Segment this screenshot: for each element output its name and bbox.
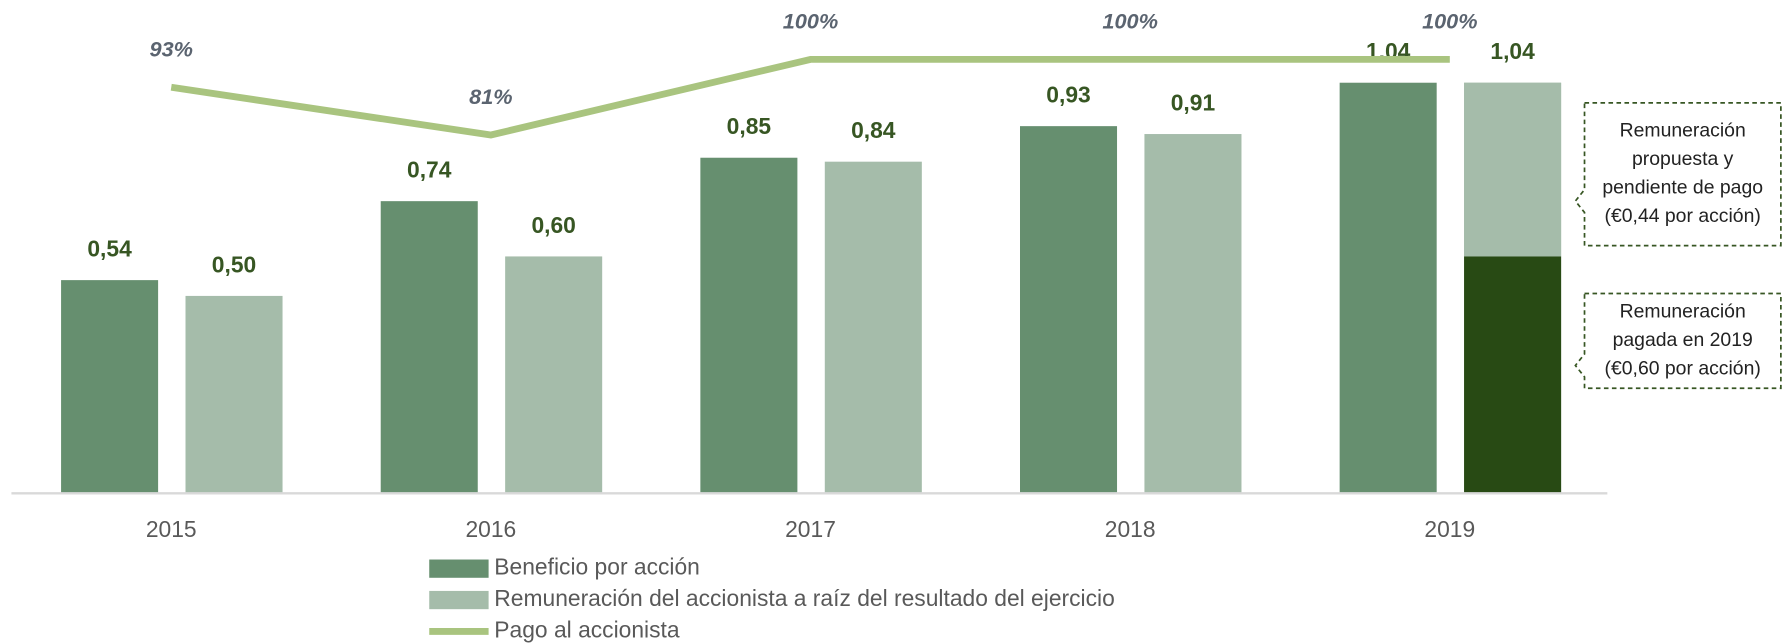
percent-label: 93% [150, 36, 193, 61]
annotation-text: Remuneración [1620, 120, 1746, 142]
bar [505, 256, 603, 494]
value-label: 0,50 [212, 251, 256, 277]
annotation-text: pendiente de pago [1602, 177, 1763, 199]
bar [1020, 126, 1118, 494]
annotation-text: propuesta y [1632, 148, 1734, 170]
bar [61, 280, 159, 494]
bar [824, 161, 922, 494]
stack-segment [1464, 82, 1562, 257]
value-label: 1,04 [1490, 38, 1535, 64]
value-label: 0,54 [87, 235, 132, 261]
percent-label: 100% [1102, 9, 1157, 34]
bar [1144, 134, 1242, 494]
legend-label: Pago al accionista [494, 616, 680, 642]
x-tick-label: 2016 [465, 516, 516, 542]
value-label: 0,74 [407, 157, 452, 183]
x-tick-label: 2018 [1105, 516, 1156, 542]
line [170, 55, 1450, 139]
x-tick-label: 2015 [146, 516, 197, 542]
bar [700, 157, 798, 494]
bar [1339, 82, 1437, 494]
annotation-text: (€0,44 por acción) [1605, 205, 1761, 227]
x-tick-label: 2017 [785, 516, 836, 542]
legend-label: Beneficio por acción [494, 554, 700, 580]
legend-swatch [429, 590, 489, 610]
bar [380, 201, 478, 494]
legend-swatch [429, 559, 489, 578]
value-label: 0,91 [1171, 89, 1216, 115]
annotation-text: (€0,60 por acción) [1605, 358, 1761, 380]
value-label: 0,93 [1046, 81, 1090, 107]
annotation-box [1574, 292, 1782, 390]
annotation-text: pagada en 2019 [1613, 329, 1753, 351]
annotation-box [1574, 102, 1782, 247]
value-label: 0,60 [531, 212, 575, 238]
legend-label: Remuneración del accionista a raíz del r… [494, 585, 1115, 611]
bar [185, 295, 283, 494]
percent-label: 100% [783, 9, 838, 34]
percent-label: 81% [469, 84, 512, 109]
value-label: 0,84 [851, 117, 896, 143]
value-label: 0,85 [727, 113, 772, 139]
stack-segment [1464, 256, 1562, 494]
percent-label: 100% [1422, 9, 1477, 34]
annotation-text: Remuneración [1620, 300, 1746, 322]
x-tick-label: 2019 [1424, 516, 1475, 542]
